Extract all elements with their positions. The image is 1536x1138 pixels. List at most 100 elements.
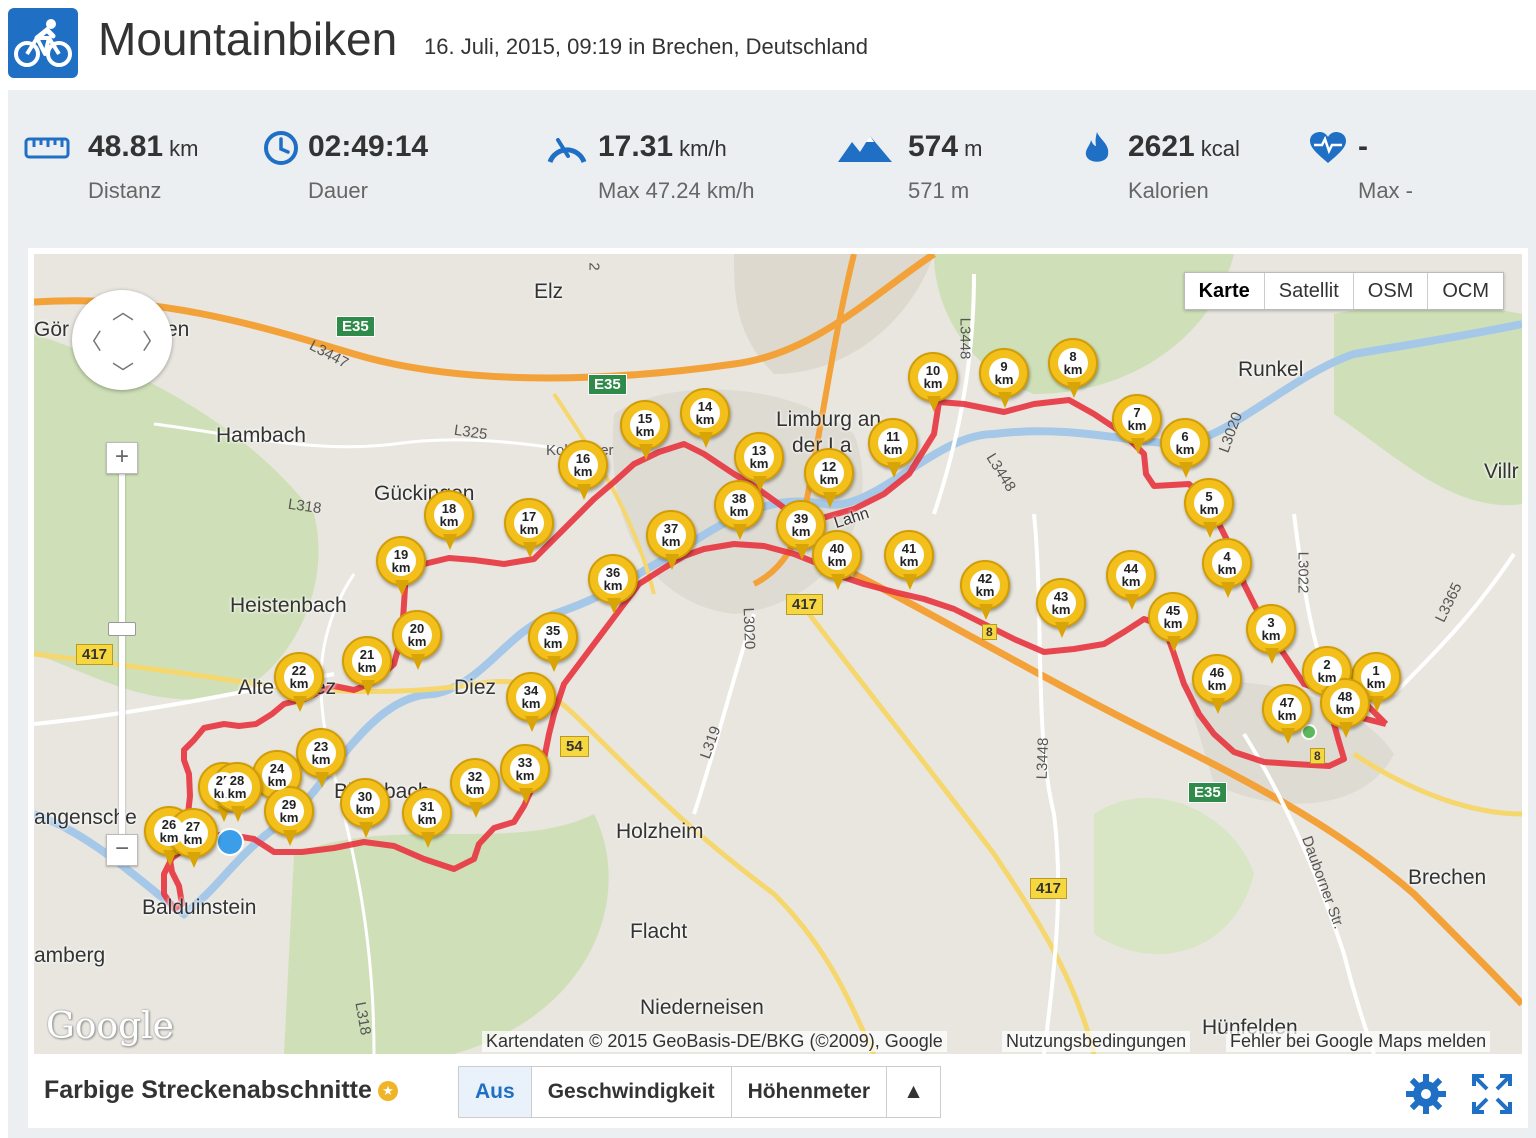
marker-pin-icon: 46 km — [1192, 654, 1242, 714]
km-marker-label: 6 km — [1170, 428, 1200, 458]
km-marker-pin[interactable]: 20 km — [392, 610, 442, 672]
km-marker-pin[interactable]: 4 km — [1202, 538, 1252, 600]
terms-link[interactable]: Nutzungsbedingungen — [1002, 1031, 1191, 1052]
km-marker-pin[interactable]: 11 km — [868, 418, 918, 480]
km-marker-pin[interactable]: 8 km — [1048, 338, 1098, 400]
segment-title: Farbige Streckenabschnitte — [44, 1076, 372, 1104]
km-marker-pin[interactable]: 33 km — [500, 744, 550, 806]
km-marker-unit: km — [1366, 676, 1386, 691]
km-marker-pin[interactable]: 48 km — [1320, 678, 1370, 740]
km-marker-pin[interactable]: 7 km — [1112, 394, 1162, 456]
km-marker-pin[interactable]: 10 km — [908, 352, 958, 414]
km-marker-number: 31 — [419, 799, 435, 814]
place-label: Holzheim — [616, 820, 704, 843]
km-marker-pin[interactable]: 35 km — [528, 612, 578, 674]
km-marker-pin[interactable]: 29 km — [264, 786, 314, 848]
km-marker-unit: km — [695, 412, 715, 427]
km-marker-unit: km — [519, 522, 539, 537]
km-marker-pin[interactable]: 19 km — [376, 536, 426, 598]
km-marker-pin[interactable]: 23 km — [296, 728, 346, 790]
km-marker-number: 18 — [441, 501, 457, 516]
km-marker-label: 21 km — [352, 646, 382, 676]
km-marker-pin[interactable]: 45 km — [1148, 592, 1198, 654]
segment-speed-button[interactable]: Geschwindigkeit — [530, 1067, 731, 1117]
km-marker-pin[interactable]: 46 km — [1192, 654, 1242, 716]
pan-left-icon[interactable]: 〈 — [80, 329, 103, 354]
km-marker-unit: km — [573, 464, 593, 479]
km-marker-pin[interactable]: 15 km — [620, 400, 670, 462]
km-marker-unit: km — [827, 554, 847, 569]
km-marker-pin[interactable]: 12 km — [804, 448, 854, 510]
km-marker-pin[interactable]: 14 km — [680, 388, 730, 450]
km-marker-pin[interactable]: 1 km — [1351, 652, 1401, 714]
segment-off-button[interactable]: Aus — [459, 1067, 531, 1117]
km-marker-pin[interactable]: 43 km — [1036, 578, 1086, 640]
fullscreen-icon[interactable] — [1470, 1072, 1514, 1116]
zoom-slider-track[interactable] — [119, 452, 125, 862]
gear-icon[interactable] — [1404, 1072, 1448, 1116]
km-marker-pin[interactable]: 41 km — [884, 530, 934, 592]
km-marker-pin[interactable]: 21 km — [342, 636, 392, 698]
km-marker-pin[interactable]: 30 km — [340, 778, 390, 840]
segment-more-button[interactable]: ▲ — [886, 1067, 940, 1117]
activity-title: Mountainbiken — [98, 13, 398, 65]
zoom-in-button[interactable]: + — [106, 442, 138, 474]
route-map[interactable]: Elz Gör en Hambach Gückingen Heistenbach… — [34, 254, 1522, 1054]
km-marker-number: 7 — [1133, 405, 1141, 420]
road-shield: 417 — [76, 644, 114, 665]
marker-pin-icon: 16 km — [558, 440, 608, 500]
km-marker-pin[interactable]: 36 km — [588, 554, 638, 616]
km-marker-pin[interactable]: 5 km — [1184, 478, 1234, 540]
km-marker-pin[interactable]: 16 km — [558, 440, 608, 502]
km-marker-pin[interactable]: 31 km — [402, 788, 452, 850]
km-marker-unit: km — [1199, 502, 1219, 517]
stat-value: 17.31 — [598, 130, 674, 163]
km-marker-number: 33 — [517, 755, 533, 770]
km-marker-pin[interactable]: 6 km — [1160, 418, 1210, 480]
km-marker-pin[interactable]: 47 km — [1262, 684, 1312, 746]
km-marker-pin[interactable]: 40 km — [812, 530, 862, 592]
km-marker-label: 38 km — [724, 490, 754, 520]
km-marker-pin[interactable]: 44 km — [1106, 550, 1156, 612]
km-marker-pin[interactable]: 22 km — [274, 652, 324, 714]
km-marker-label: 3 km — [1256, 614, 1286, 644]
map-type-osm[interactable]: OSM — [1352, 273, 1428, 309]
map-container: Elz Gör en Hambach Gückingen Heistenbach… — [28, 248, 1528, 1128]
marker-pin-icon: 48 km — [1320, 678, 1370, 738]
segment-elevation-button[interactable]: Höhenmeter — [730, 1067, 887, 1117]
km-marker-pin[interactable]: 18 km — [424, 490, 474, 552]
place-label: angensche — [34, 806, 137, 829]
map-type-satellit[interactable]: Satellit — [1263, 273, 1353, 309]
km-marker-pin[interactable]: 37 km — [646, 510, 696, 572]
map-type-karte[interactable]: Karte — [1198, 280, 1250, 302]
pan-control[interactable]: ︿ ﹀ 〈 〉 — [72, 290, 172, 390]
marker-pin-icon: 14 km — [680, 388, 730, 448]
km-marker-pin[interactable]: 34 km — [506, 672, 556, 734]
km-marker-label: 23 km — [306, 738, 336, 768]
place-label: Elz — [534, 280, 564, 303]
pan-right-icon[interactable]: 〉 — [142, 329, 165, 354]
km-marker-pin[interactable]: 9 km — [979, 348, 1029, 410]
zoom-out-button[interactable]: − — [106, 834, 138, 866]
km-marker-number: 15 — [637, 411, 653, 426]
zoom-slider-handle[interactable] — [108, 622, 136, 636]
km-marker-pin[interactable]: 17 km — [504, 498, 554, 560]
marker-pin-icon: 13 km — [734, 432, 784, 492]
report-error-link[interactable]: Fehler bei Google Maps melden — [1226, 1031, 1491, 1052]
map-type-ocm[interactable]: OCM — [1427, 273, 1503, 309]
km-marker-pin[interactable]: 13 km — [734, 432, 784, 494]
km-marker-pin[interactable]: 32 km — [450, 758, 500, 820]
pan-down-icon[interactable]: ﹀ — [112, 361, 135, 386]
km-marker-pin[interactable]: 38 km — [714, 480, 764, 542]
km-marker-number: 39 — [793, 511, 809, 526]
km-marker-unit: km — [407, 634, 427, 649]
km-marker-number: 24 — [269, 761, 285, 776]
km-marker-number: 12 — [821, 459, 837, 474]
km-marker-pin[interactable]: 3 km — [1246, 604, 1296, 666]
km-marker-pin[interactable]: 42 km — [960, 560, 1010, 622]
marker-pin-icon: 41 km — [884, 530, 934, 590]
km-marker-label: 10 km — [918, 362, 948, 392]
km-marker-number: 23 — [313, 739, 329, 754]
km-marker-unit: km — [749, 456, 769, 471]
pan-up-icon[interactable]: ︿ — [112, 299, 135, 324]
